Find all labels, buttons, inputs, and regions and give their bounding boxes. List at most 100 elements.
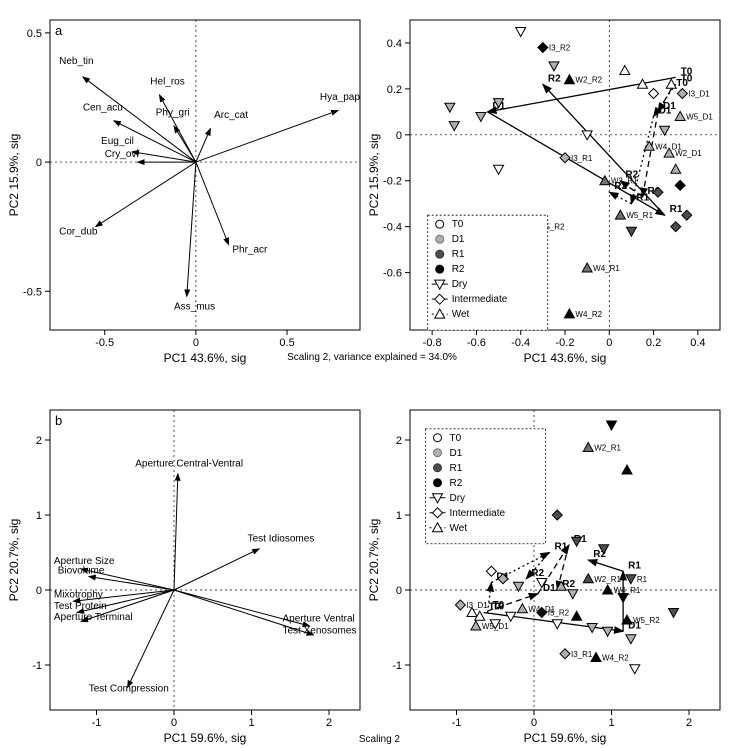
svg-text:R2: R2 <box>548 73 561 84</box>
svg-text:T0: T0 <box>450 433 462 444</box>
svg-text:-1: -1 <box>32 660 42 672</box>
svg-text:R1: R1 <box>452 249 465 260</box>
svg-text:0.5: 0.5 <box>279 337 294 349</box>
svg-text:PC1 43.6%, sig: PC1 43.6%, sig <box>524 351 607 365</box>
svg-text:-0.6: -0.6 <box>383 268 402 280</box>
svg-text:0: 0 <box>396 130 402 142</box>
svg-text:I3_D1: I3_D1 <box>466 601 488 610</box>
svg-text:Intermediate: Intermediate <box>452 294 508 305</box>
svg-text:-0.4: -0.4 <box>383 222 402 234</box>
svg-text:PC2 15.9%, sig: PC2 15.9%, sig <box>367 134 381 217</box>
svg-text:-0.4: -0.4 <box>511 337 530 349</box>
svg-text:I3_R1: I3_R1 <box>571 154 593 163</box>
svg-text:0.4: 0.4 <box>387 38 402 50</box>
svg-text:D1: D1 <box>543 583 556 594</box>
svg-text:-0.8: -0.8 <box>423 337 442 349</box>
svg-text:T0: T0 <box>681 73 693 84</box>
svg-text:Dry: Dry <box>452 279 468 290</box>
svg-text:R2: R2 <box>452 264 465 275</box>
svg-text:W5_R1: W5_R1 <box>626 211 653 220</box>
svg-text:1: 1 <box>608 717 614 729</box>
svg-text:Aperture Terminal: Aperture Terminal <box>54 612 133 623</box>
svg-text:Biovolume: Biovolume <box>58 566 105 577</box>
svg-text:1: 1 <box>36 510 42 522</box>
svg-text:Eug_cil: Eug_cil <box>101 136 134 147</box>
svg-text:0.2: 0.2 <box>387 84 402 96</box>
svg-text:R1: R1 <box>636 193 649 204</box>
svg-text:Aperture Ventral: Aperture Ventral <box>283 614 355 625</box>
svg-text:0: 0 <box>36 157 42 169</box>
svg-text:a: a <box>55 23 63 38</box>
svg-text:Test Idiosomes: Test Idiosomes <box>248 533 315 544</box>
svg-text:Test Compression: Test Compression <box>89 683 169 694</box>
svg-text:T0: T0 <box>493 602 505 613</box>
svg-text:Dry: Dry <box>450 493 466 504</box>
svg-text:PC1 59.6%, sig: PC1 59.6%, sig <box>524 731 607 745</box>
svg-text:D1: D1 <box>659 105 672 116</box>
svg-text:0: 0 <box>606 337 612 349</box>
svg-text:0.5: 0.5 <box>27 28 42 40</box>
svg-text:-0.6: -0.6 <box>467 337 486 349</box>
svg-text:Phr_acr: Phr_acr <box>232 245 268 256</box>
svg-text:R1: R1 <box>450 463 463 474</box>
svg-text:Neb_tin: Neb_tin <box>59 56 93 67</box>
svg-text:R1: R1 <box>628 560 641 571</box>
svg-text:-1: -1 <box>452 717 462 729</box>
svg-text:Hya_pap: Hya_pap <box>320 92 360 103</box>
svg-text:W2_R1: W2_R1 <box>611 177 638 186</box>
svg-text:W4_R1: W4_R1 <box>593 264 620 273</box>
svg-text:Cen_acu: Cen_acu <box>83 102 123 113</box>
svg-text:I5_R2: I5_R2 <box>548 609 570 618</box>
svg-text:PC2 20.7%, sig: PC2 20.7%, sig <box>367 519 381 602</box>
svg-text:PC2 15.9%, sig: PC2 15.9%, sig <box>7 134 21 217</box>
svg-text:D1: D1 <box>450 448 463 459</box>
svg-text:0: 0 <box>531 717 537 729</box>
svg-text:PC2 20.7%, sig: PC2 20.7%, sig <box>7 519 21 602</box>
svg-text:1: 1 <box>248 717 254 729</box>
figure-container: a b -0.5 0 0.5 -0.5 0 0.5 PC1 43.6%, sig PC2 15.9… <box>0 0 745 748</box>
svg-text:Ass_mus: Ass_mus <box>174 301 215 312</box>
svg-text:-1: -1 <box>92 717 102 729</box>
svg-text:R2: R2 <box>450 478 463 489</box>
svg-text:2: 2 <box>396 435 402 447</box>
svg-text:W2_R2: W2_R2 <box>575 76 602 85</box>
svg-text:-0.2: -0.2 <box>556 337 575 349</box>
svg-text:T0: T0 <box>452 219 464 230</box>
svg-text:R2: R2 <box>531 568 544 579</box>
svg-text:R1: R1 <box>670 204 683 215</box>
svg-text:W2_R1: W2_R1 <box>594 444 621 453</box>
svg-text:W4_R2: W4_R2 <box>575 310 602 319</box>
svg-text:b: b <box>55 413 62 428</box>
svg-text:Test Protein: Test Protein <box>54 601 107 612</box>
svg-text:W2_R1: W2_R1 <box>594 575 621 584</box>
svg-text:0: 0 <box>36 585 42 597</box>
svg-text:0.2: 0.2 <box>646 337 661 349</box>
svg-text:2: 2 <box>36 435 42 447</box>
svg-text:Wet: Wet <box>450 523 468 534</box>
svg-text:Mixotrophy: Mixotrophy <box>54 590 103 601</box>
svg-text:I3_R2: I3_R2 <box>549 44 571 53</box>
svg-text:0: 0 <box>171 717 177 729</box>
svg-text:W2_D1: W2_D1 <box>675 149 702 158</box>
svg-text:Intermediate: Intermediate <box>450 508 506 519</box>
svg-text:0: 0 <box>193 337 199 349</box>
svg-text:-1: -1 <box>392 660 402 672</box>
svg-text:Cry_ovi: Cry_ovi <box>105 149 139 160</box>
svg-text:Cor_dub: Cor_dub <box>59 226 98 237</box>
svg-text:Scaling 2: Scaling 2 <box>359 734 401 745</box>
svg-text:W4_R2: W4_R2 <box>602 654 629 663</box>
svg-text:Wet: Wet <box>452 309 470 320</box>
figure-svg: a b -0.5 0 0.5 -0.5 0 0.5 PC1 43.6%, sig PC2 15.9… <box>0 0 745 748</box>
svg-text:1: 1 <box>396 510 402 522</box>
svg-text:D1: D1 <box>452 234 465 245</box>
svg-text:Aperture Central-Ventral: Aperture Central-Ventral <box>135 458 243 469</box>
svg-text:PC1 59.6%, sig: PC1 59.6%, sig <box>164 731 247 745</box>
svg-text:Scaling 2, variance explained: Scaling 2, variance explained = 34.0% <box>287 352 457 363</box>
svg-text:2: 2 <box>686 717 692 729</box>
svg-text:R1: R1 <box>637 575 648 584</box>
svg-text:-0.5: -0.5 <box>23 286 42 298</box>
svg-text:-0.2: -0.2 <box>383 176 402 188</box>
svg-text:2: 2 <box>326 717 332 729</box>
svg-text:-0.5: -0.5 <box>95 337 114 349</box>
svg-text:Test Xenosomes: Test Xenosomes <box>283 626 357 637</box>
